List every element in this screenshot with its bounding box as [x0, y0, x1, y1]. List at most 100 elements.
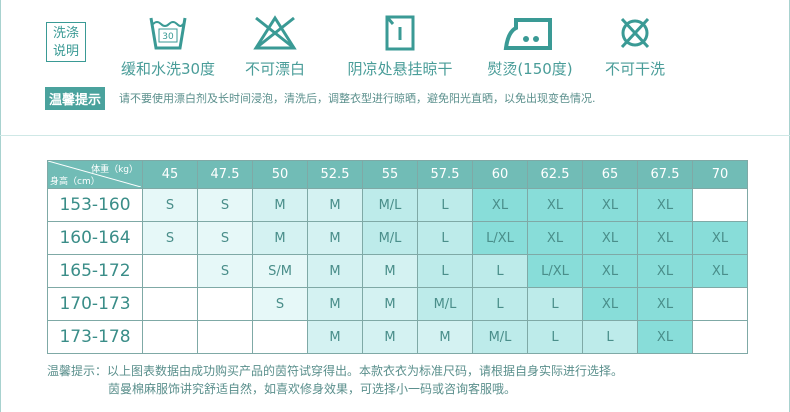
size-cell: M/L [362, 188, 418, 222]
care-no-dry-clean: 不可干洗 [575, 14, 695, 79]
no-bleach-icon [253, 15, 297, 50]
table-row: 173-178 M M M M/L L L XL [47, 320, 748, 354]
weight-header: 65 [582, 160, 638, 189]
size-cell: XL [582, 287, 638, 321]
size-cell: XL [582, 254, 638, 288]
size-cell: M [362, 320, 418, 354]
size-cell: S [142, 188, 198, 222]
size-cell: L [582, 320, 638, 354]
weight-header: 55 [362, 160, 418, 189]
size-cell: M/L [362, 221, 418, 255]
size-cell: M [417, 320, 473, 354]
size-cell: XL [637, 221, 693, 255]
size-cell: S [197, 254, 253, 288]
weight-header: 57.5 [417, 160, 473, 189]
size-cell: XL [637, 287, 693, 321]
table-row: 170-173 S M M M/L L L XL XL [47, 287, 748, 321]
size-cell [142, 254, 198, 288]
label-line1: 洗涤 [52, 26, 79, 41]
size-cell: S [197, 188, 253, 222]
size-cell: L [527, 287, 583, 321]
size-cell: XL [472, 188, 528, 222]
label-line2: 说明 [52, 44, 79, 59]
size-cell: L [527, 320, 583, 354]
footer-note-2: 茵曼棉麻服饰讲究舒适自然，如喜欢修身效果，可选择小一码或咨询客服哦。 [108, 382, 517, 396]
size-cell: M [362, 254, 418, 288]
size-cell: M [307, 254, 363, 288]
size-cell: XL [582, 221, 638, 255]
care-iron: 熨烫(150度) [470, 14, 590, 79]
care-no-bleach: 不可漂白 [215, 14, 335, 79]
table-row: 165-172 S S/M M M L L L/XL XL XL XL [47, 254, 748, 288]
size-cell: L [417, 221, 473, 255]
care-label: 不可干洗 [604, 60, 665, 78]
weight-header: 70 [692, 160, 748, 189]
size-cell: M [362, 287, 418, 321]
height-range: 170-173 [47, 287, 143, 321]
size-cell: S/M [252, 254, 308, 288]
table-row: 153-160 S S M M M/L L XL XL XL XL [47, 188, 748, 222]
left-border [0, 0, 1, 412]
size-cell: L/XL [527, 254, 583, 288]
size-cell [252, 320, 308, 354]
weight-header: 52.5 [307, 160, 363, 189]
care-label: 阴凉处悬挂晾干 [347, 60, 453, 78]
size-cell [692, 287, 748, 321]
tip-text: 请不要使用漂白剂及长时间浸泡，清洗后，调整衣型进行晾晒，避免阳光直晒，以免出现变… [119, 92, 596, 105]
no-dry-clean-icon [620, 17, 650, 49]
size-cell: XL [527, 188, 583, 222]
size-chart: 体重（kg） 身高（cm） 45 47.5 50 52.5 55 57.5 60 62.5 65 6… [47, 160, 748, 354]
size-cell [692, 188, 748, 222]
size-cell: M [252, 221, 308, 255]
size-cell: L [472, 254, 528, 288]
iron-medium-icon [503, 18, 552, 50]
wash-30-icon: 30 [149, 17, 187, 50]
size-cell: S [197, 221, 253, 255]
weight-header: 47.5 [197, 160, 253, 189]
size-cell: L/XL [472, 221, 528, 255]
size-cell: M [307, 287, 363, 321]
size-cell: M [307, 188, 363, 222]
tip-badge: 温馨提示 [45, 87, 106, 110]
height-range: 153-160 [47, 188, 143, 222]
diagonal-line [48, 161, 141, 187]
height-range: 173-178 [47, 320, 143, 354]
size-cell: XL [692, 254, 748, 288]
size-cell: M/L [417, 287, 473, 321]
corner-header: 体重（kg） 身高（cm） [47, 160, 143, 189]
size-cell [142, 320, 198, 354]
size-cell: M [307, 320, 363, 354]
size-cell: XL [582, 188, 638, 222]
weight-header: 67.5 [637, 160, 693, 189]
size-cell: L [472, 287, 528, 321]
svg-text:30: 30 [162, 32, 174, 42]
size-cell: XL [637, 320, 693, 354]
size-cell [692, 320, 748, 354]
weight-header: 50 [252, 160, 308, 189]
size-cell [197, 287, 253, 321]
table-row: 160-164 S S M M M/L L L/XL XL XL XL XL [47, 221, 748, 255]
care-label: 熨烫(150度) [487, 60, 573, 78]
care-label: 缓和水洗30度 [120, 60, 216, 78]
weight-header: 45 [142, 160, 198, 189]
weight-header: 62.5 [527, 160, 583, 189]
size-cell: L [417, 254, 473, 288]
line-dry-shade-icon [385, 15, 415, 51]
size-cell: M [307, 221, 363, 255]
size-cell: S [252, 287, 308, 321]
size-cell: M/L [472, 320, 528, 354]
footer-note-1: 温馨提示：以上图表数据由成功购买产品的茵符试穿得出。本款衣衣为标准尺码，请根据自… [47, 364, 624, 378]
size-cell: XL [637, 188, 693, 222]
size-cell: S [142, 221, 198, 255]
size-cell: XL [527, 221, 583, 255]
height-range: 165-172 [47, 254, 143, 288]
wash-instructions-label: 洗涤 说明 [46, 22, 86, 62]
size-cell [197, 320, 253, 354]
care-label: 不可漂白 [244, 60, 305, 78]
divider [0, 135, 790, 136]
height-axis-label: 身高（cm） [50, 177, 100, 187]
weight-header: 60 [472, 160, 528, 189]
size-cell: XL [692, 221, 748, 255]
size-cell: M [252, 188, 308, 222]
size-cell: XL [637, 254, 693, 288]
